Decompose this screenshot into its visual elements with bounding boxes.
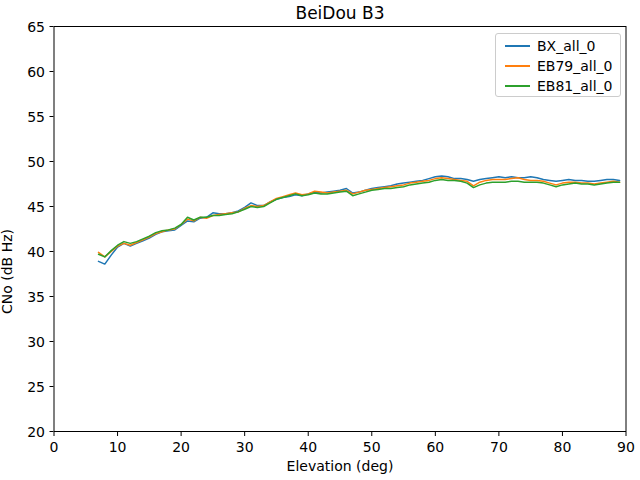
series-line-BX_all_0	[99, 176, 620, 264]
x-tick-label: 60	[426, 439, 444, 455]
y-tick-label: 65	[27, 19, 45, 35]
legend-item: EB79_all_0	[505, 56, 620, 76]
legend-line-swatch-green	[505, 85, 530, 87]
y-tick-label: 35	[27, 289, 45, 305]
x-axis-label: Elevation (deg)	[54, 458, 626, 474]
x-tick-label: 90	[617, 439, 635, 455]
x-tick-label: 30	[236, 439, 254, 455]
legend-line-swatch-blue	[505, 45, 530, 47]
legend-line-swatch-orange	[505, 65, 530, 67]
legend-label: EB81_all_0	[537, 76, 613, 96]
figure: BeiDou B3 010203040506070809020253035404…	[0, 0, 640, 480]
y-tick-label: 20	[27, 424, 45, 440]
series-line-EB79_all_0	[99, 178, 620, 257]
y-tick-label: 60	[27, 64, 45, 80]
legend-item: BX_all_0	[505, 36, 620, 56]
legend-label: EB79_all_0	[537, 56, 613, 76]
x-tick-label: 40	[299, 439, 317, 455]
y-tick-label: 30	[27, 334, 45, 350]
legend-label: BX_all_0	[537, 36, 595, 56]
series-line-EB81_all_0	[99, 180, 620, 257]
x-tick-label: 0	[50, 439, 59, 455]
x-tick-label: 80	[554, 439, 572, 455]
legend: BX_all_0 EB79_all_0 EB81_all_0	[495, 33, 621, 97]
y-tick-label: 50	[27, 154, 45, 170]
y-tick-label: 45	[27, 199, 45, 215]
y-axis-label-text: CNo (dB Hz)	[0, 229, 15, 314]
x-tick-label: 70	[490, 439, 508, 455]
y-tick-label: 40	[27, 244, 45, 260]
x-tick-label: 50	[363, 439, 381, 455]
x-tick-label: 20	[172, 439, 190, 455]
x-tick-label: 10	[109, 439, 127, 455]
legend-item: EB81_all_0	[505, 76, 620, 96]
y-tick-label: 25	[27, 379, 45, 395]
y-tick-label: 55	[27, 109, 45, 125]
